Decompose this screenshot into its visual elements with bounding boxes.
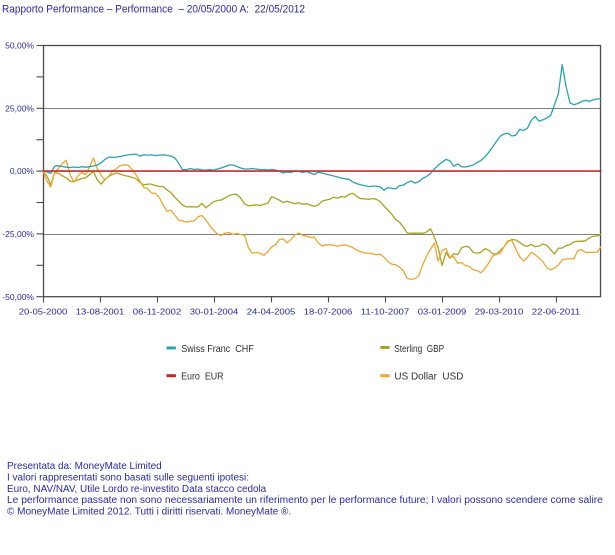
- svg-text:US Dollar USD: US Dollar USD: [394, 372, 463, 383]
- svg-text:© MoneyMate Limited 2012. Tutt: © MoneyMate Limited 2012. Tutti i diritt…: [7, 507, 291, 518]
- svg-text:Euro EUR: Euro EUR: [181, 372, 224, 383]
- svg-text:50,00%: 50,00%: [5, 41, 34, 51]
- svg-text:Sterling GBP: Sterling GBP: [394, 344, 444, 355]
- svg-text:25,00%: 25,00%: [5, 103, 34, 113]
- svg-text:Le performance passate non son: Le performance passate non sono necessar…: [7, 495, 603, 506]
- svg-text:0,00%: 0,00%: [10, 166, 35, 176]
- svg-text:Swiss Franc CHF: Swiss Franc CHF: [181, 344, 254, 355]
- svg-text:I valori rappresentati sono ba: I valori rappresentati sono basati sulle…: [7, 472, 249, 483]
- svg-text:24-04-2005: 24-04-2005: [247, 306, 296, 316]
- svg-text:13-08-2001: 13-08-2001: [76, 306, 125, 316]
- svg-text:20-05-2000: 20-05-2000: [19, 306, 68, 316]
- svg-text:06-11-2002: 06-11-2002: [133, 306, 182, 316]
- svg-text:11-10-2007: 11-10-2007: [361, 306, 410, 316]
- svg-text:Presentata da: MoneyMate Limit: Presentata da: MoneyMate Limited: [7, 461, 162, 472]
- svg-text:Euro, NAV/NAV, Utile Lordo re-: Euro, NAV/NAV, Utile Lordo re-investito …: [7, 484, 267, 495]
- svg-text:29-03-2010: 29-03-2010: [475, 306, 524, 316]
- svg-text:18-07-2006: 18-07-2006: [304, 306, 353, 316]
- svg-text:Rapporto Performance – Perform: Rapporto Performance – Performance – 20/…: [2, 4, 305, 16]
- svg-text:30-01-2004: 30-01-2004: [190, 306, 239, 316]
- svg-text:-25,00%: -25,00%: [2, 229, 34, 239]
- svg-text:03-01-2009: 03-01-2009: [418, 306, 467, 316]
- svg-text:-50,00%: -50,00%: [2, 292, 34, 302]
- svg-text:22-06-2011: 22-06-2011: [532, 306, 581, 316]
